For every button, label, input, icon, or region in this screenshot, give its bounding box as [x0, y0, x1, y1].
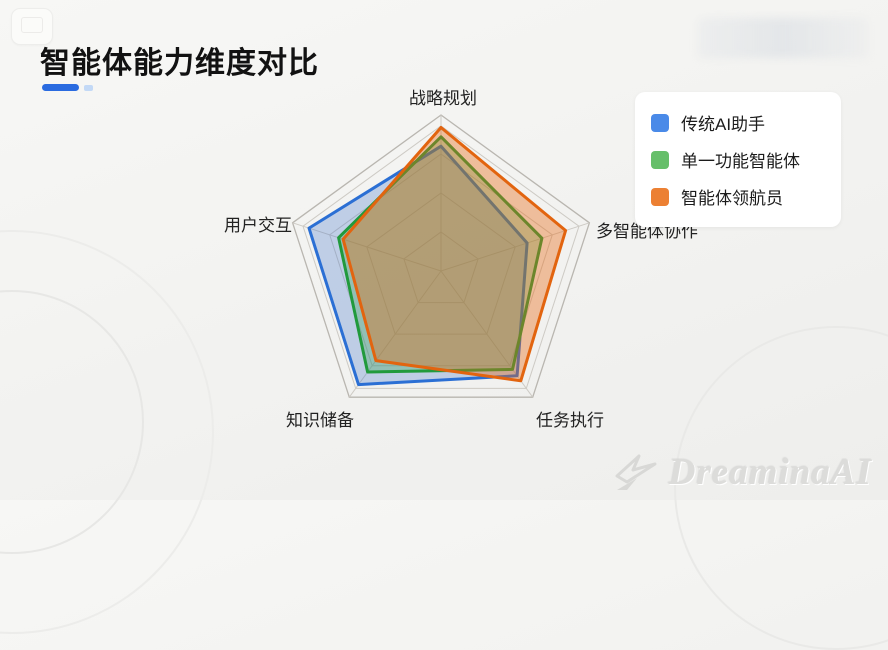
- grid-spoke: [348, 270, 442, 398]
- radar-chart: [291, 114, 591, 398]
- series-polygon-2: [341, 126, 568, 383]
- axis-label-task-execution: 任务执行: [536, 411, 604, 430]
- legend-label: 传统AI助手: [681, 115, 766, 134]
- grid-spoke: [292, 222, 442, 272]
- legend-item-traditional-ai[interactable]: 传统AI助手: [649, 104, 827, 141]
- legend-label: 智能体领航员: [681, 189, 783, 208]
- legend-item-agent-navigator[interactable]: 智能体领航员: [649, 178, 827, 215]
- grid-ring-75: [329, 153, 553, 367]
- legend-item-single-function-agent[interactable]: 单一功能智能体: [649, 141, 827, 178]
- axis-label-knowledge-reserve: 知识储备: [286, 411, 354, 430]
- app-logo-icon: [11, 8, 53, 45]
- grid-ring-50: [366, 192, 516, 335]
- series-polygon-0: [307, 144, 529, 387]
- title-accent-dot: [84, 85, 93, 91]
- grid-ring-100: [291, 114, 591, 398]
- legend-swatch-green: [651, 150, 669, 169]
- grid-ring-93: [302, 125, 580, 389]
- axis-label-user-interaction: 用户交互: [224, 216, 292, 235]
- legend-swatch-orange: [651, 187, 669, 206]
- grid-ring-25: [403, 231, 479, 304]
- axis-label-strategic-planning: 战略规划: [409, 89, 477, 108]
- legend-label: 单一功能智能体: [681, 152, 800, 171]
- chart-legend: 传统AI助手 单一功能智能体 智能体领航员: [635, 92, 841, 227]
- legend-swatch-blue: [651, 113, 669, 132]
- page-title: 智能体能力维度对比: [40, 47, 319, 80]
- title-accent-bar: [42, 84, 79, 91]
